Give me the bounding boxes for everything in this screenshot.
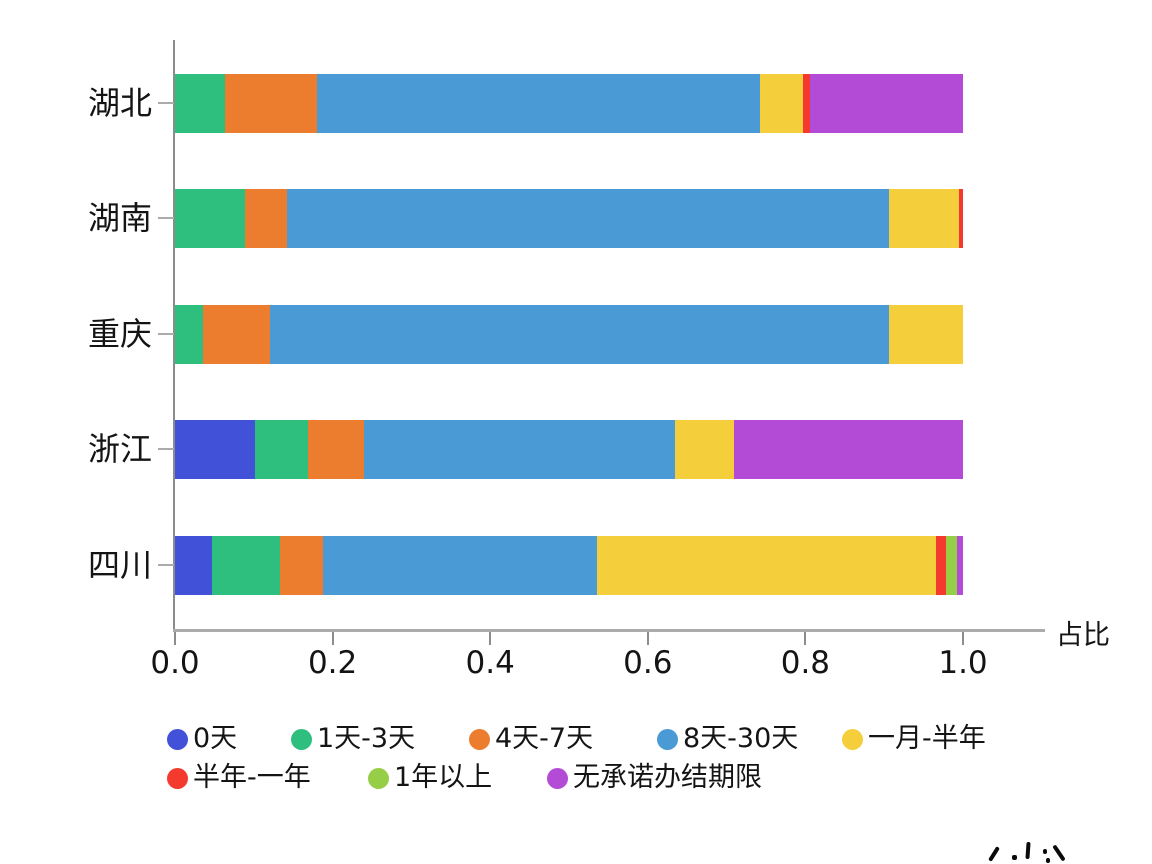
legend-label: 一月-半年 bbox=[868, 723, 986, 754]
x-tick-label: 1.0 bbox=[938, 645, 988, 681]
bar-segment-一月-半年 bbox=[888, 188, 960, 248]
legend-label: 半年-一年 bbox=[193, 762, 311, 793]
category-label: 重庆 bbox=[87, 315, 152, 353]
bar-浙江 bbox=[175, 419, 963, 479]
legend-label: 1年以上 bbox=[394, 762, 493, 793]
x-tick-label: 0.6 bbox=[623, 645, 673, 681]
category-label: 浙江 bbox=[87, 430, 152, 468]
bar-segment-无承诺办结期限 bbox=[733, 419, 963, 479]
bar-重庆 bbox=[175, 304, 963, 364]
bar-segment-半年-一年 bbox=[959, 188, 963, 248]
bar-segment-1天-3天 bbox=[255, 419, 309, 479]
legend-label: 无承诺办结期限 bbox=[573, 762, 762, 793]
bar-segment-4天-7天 bbox=[245, 188, 287, 248]
bar-segment-无承诺办结期限 bbox=[956, 535, 963, 595]
bar-segment-4天-7天 bbox=[224, 73, 317, 133]
category-label: 湖北 bbox=[87, 84, 152, 122]
legend-marker-4天-7天 bbox=[468, 728, 490, 750]
x-tick-label: 0.2 bbox=[307, 645, 358, 681]
bar-segment-8天-30天 bbox=[364, 419, 676, 479]
bar-segment-无承诺办结期限 bbox=[810, 73, 963, 133]
bar-segment-一月-半年 bbox=[597, 535, 937, 595]
y-axis-tick bbox=[158, 448, 174, 450]
x-tick-label: 0.4 bbox=[465, 645, 515, 681]
pen-stroke-icon bbox=[988, 846, 1000, 862]
legend-label: 4天-7天 bbox=[495, 723, 594, 754]
x-tick-label: 0.0 bbox=[150, 645, 200, 681]
x-axis-tick bbox=[489, 632, 492, 645]
y-axis-tick bbox=[158, 217, 174, 219]
x-axis-tick bbox=[331, 632, 334, 645]
y-axis-tick bbox=[158, 333, 174, 335]
bar-segment-半年-一年 bbox=[936, 535, 946, 595]
pen-stroke-icon bbox=[1052, 844, 1066, 862]
bar-湖北 bbox=[175, 73, 963, 133]
bar-segment-4天-7天 bbox=[279, 535, 324, 595]
bar-segment-1天-3天 bbox=[212, 535, 280, 595]
bar-segment-1天-3天 bbox=[175, 304, 204, 364]
bar-segment-1天-3天 bbox=[175, 73, 225, 133]
x-axis-line bbox=[173, 629, 1045, 632]
pen-dot-icon bbox=[1043, 849, 1047, 854]
legend-label: 8天-30天 bbox=[683, 723, 799, 754]
bar-segment-0天 bbox=[175, 535, 213, 595]
y-axis-tick bbox=[158, 102, 174, 104]
bar-segment-1年以上 bbox=[945, 535, 957, 595]
bar-segment-一月-半年 bbox=[888, 304, 963, 364]
bar-segment-8天-30天 bbox=[286, 188, 889, 248]
legend-marker-0天 bbox=[166, 728, 188, 750]
bar-segment-8天-30天 bbox=[316, 73, 760, 133]
legend-marker-无承诺办结期限 bbox=[546, 767, 568, 789]
pen-stroke-icon bbox=[1025, 841, 1031, 860]
x-axis-tick bbox=[962, 632, 964, 645]
x-tick-label: 0.8 bbox=[780, 645, 831, 681]
bar-segment-8天-30天 bbox=[270, 304, 889, 364]
category-label: 四川 bbox=[87, 546, 152, 584]
x-axis-tick bbox=[646, 632, 649, 645]
bar-segment-一月-半年 bbox=[759, 73, 803, 133]
bar-segment-8天-30天 bbox=[323, 535, 598, 595]
bar-湖南 bbox=[175, 188, 963, 248]
legend-marker-1年以上 bbox=[367, 767, 389, 789]
bar-segment-4天-7天 bbox=[308, 419, 365, 479]
bar-segment-一月-半年 bbox=[675, 419, 734, 479]
y-axis-tick bbox=[158, 564, 174, 566]
x-axis-title: 占比 bbox=[1056, 620, 1110, 651]
y-axis-line bbox=[173, 40, 175, 632]
bar-四川 bbox=[175, 535, 963, 595]
bar-segment-半年-一年 bbox=[803, 73, 811, 133]
legend-marker-一月-半年 bbox=[841, 728, 863, 750]
bar-segment-0天 bbox=[175, 419, 256, 479]
legend-marker-8天-30天 bbox=[656, 728, 678, 750]
legend-marker-1天-3天 bbox=[290, 728, 312, 750]
pen-dot-icon bbox=[1046, 858, 1050, 863]
pen-dot-icon bbox=[1012, 855, 1017, 860]
bar-segment-4天-7天 bbox=[203, 304, 271, 364]
legend-label: 1天-3天 bbox=[317, 723, 416, 754]
x-axis-tick bbox=[804, 632, 807, 645]
legend-marker-半年-一年 bbox=[166, 767, 188, 789]
bar-segment-1天-3天 bbox=[175, 188, 246, 248]
x-axis-tick bbox=[174, 632, 176, 645]
category-label: 湖南 bbox=[87, 199, 152, 237]
legend-label: 0天 bbox=[193, 723, 238, 754]
